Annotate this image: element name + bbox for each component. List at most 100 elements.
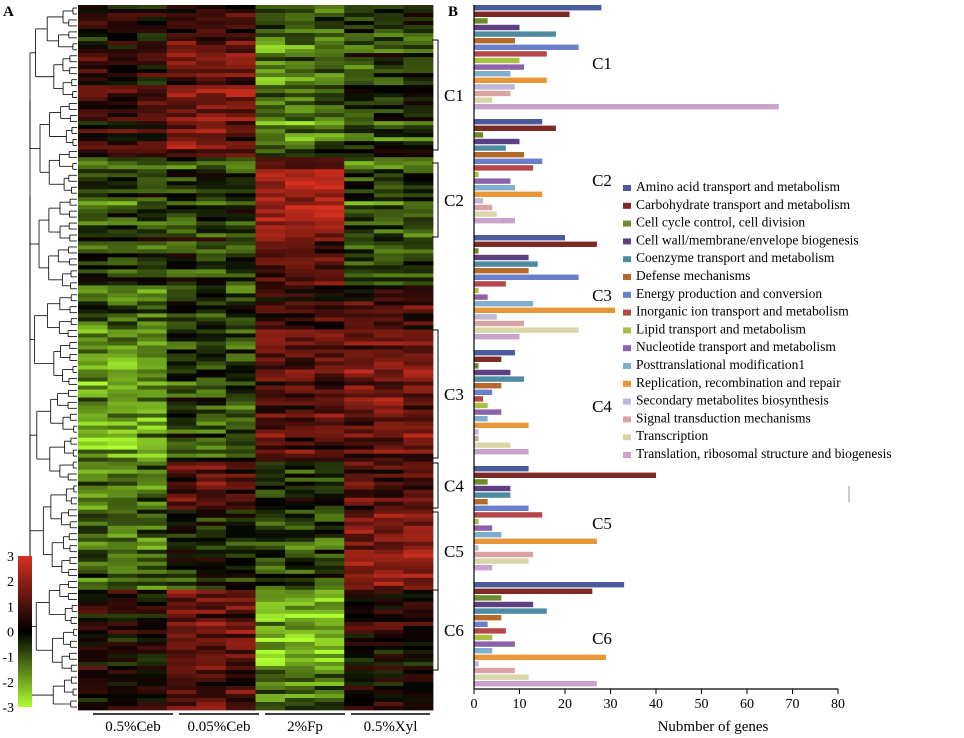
heatmap-cell: [403, 169, 434, 174]
heatmap-cell: [314, 505, 345, 511]
heatmap-cell: [314, 673, 345, 679]
heatmap-cell: [314, 189, 345, 194]
heatmap-cell: [403, 669, 434, 675]
heatmap-cell: [107, 701, 138, 707]
bar: [474, 77, 547, 83]
heatmap-cell: [78, 209, 108, 214]
heatmap-cell: [344, 581, 375, 587]
heatmap-cell: [344, 49, 375, 54]
heatmap-cell: [166, 669, 197, 675]
heatmap-cell: [373, 597, 404, 603]
heatmap-cell: [225, 281, 256, 286]
heatmap-cell: [196, 253, 227, 258]
heatmap-cell: [255, 45, 286, 50]
heatmap-cell: [107, 273, 138, 278]
heatmap-cell: [166, 89, 197, 94]
heatmap-cell: [137, 273, 168, 278]
heatmap-cell: [78, 121, 108, 126]
legend-swatch: [623, 380, 631, 387]
heatmap-cell: [225, 233, 256, 238]
heatmap-cell: [137, 293, 168, 298]
bar: [474, 601, 534, 608]
heatmap-cell: [225, 417, 256, 422]
heatmap-cell: [137, 413, 168, 418]
heatmap-cell: [285, 257, 316, 262]
heatmap-cell: [255, 545, 286, 551]
heatmap-cell: [255, 85, 286, 90]
heatmap-cell: [314, 29, 345, 34]
heatmap-cell: [78, 257, 108, 262]
heatmap-cell: [137, 665, 168, 671]
heatmap-cell: [107, 685, 138, 691]
heatmap-cell: [137, 497, 168, 503]
heatmap-cell: [373, 557, 404, 563]
bar: [474, 314, 497, 320]
bar: [474, 512, 543, 518]
heatmap-cell: [107, 61, 138, 66]
heatmap-cell: [225, 597, 256, 603]
heatmap-cell: [373, 189, 404, 194]
bar: [474, 198, 484, 204]
heatmap-cell: [255, 605, 286, 611]
heatmap-cell: [107, 633, 138, 639]
heatmap-cell: [225, 13, 256, 18]
heatmap-cell: [107, 29, 138, 34]
heatmap-cell: [107, 221, 138, 226]
heatmap-cell: [285, 341, 316, 346]
heatmap-cell: [166, 17, 197, 22]
heatmap-cell: [403, 101, 434, 106]
bar: [474, 472, 656, 478]
heatmap-cell: [403, 629, 434, 635]
heatmap-cell: [344, 313, 375, 318]
heatmap-cell: [285, 409, 316, 414]
heatmap-cell: [78, 637, 108, 643]
heatmap-cell: [285, 617, 316, 623]
heatmap-cell: [78, 553, 108, 559]
heatmap-cell: [285, 157, 316, 162]
heatmap-cell: [373, 145, 404, 150]
heatmap-cell: [285, 317, 316, 322]
legend-swatch: [623, 220, 631, 227]
heatmap-cell: [373, 469, 404, 475]
heatmap-cell: [196, 21, 227, 26]
heatmap-cell: [196, 381, 227, 386]
heatmap-cell: [255, 681, 286, 687]
bar: [474, 119, 543, 125]
heatmap-cell: [137, 441, 168, 447]
heatmap-cell: [285, 469, 316, 475]
bar: [474, 558, 529, 564]
heatmap-cell: [225, 17, 256, 22]
heatmap-cell: [78, 277, 108, 282]
heatmap-cell: [373, 397, 404, 402]
heatmap-cell: [344, 121, 375, 126]
heatmap-cell: [196, 189, 227, 194]
heatmap-cell: [255, 29, 286, 34]
heatmap-cell: [107, 697, 138, 703]
heatmap-cell: [225, 133, 256, 138]
heatmap-cell: [166, 705, 197, 711]
heatmap-cell: [314, 121, 345, 126]
heatmap-cell: [373, 413, 404, 418]
heatmap-cell: [314, 157, 345, 162]
heatmap-cell: [225, 533, 256, 539]
heatmap-cell: [137, 301, 168, 306]
heatmap-cell: [314, 461, 345, 467]
heatmap-cell: [403, 393, 434, 398]
heatmap-cell: [225, 545, 256, 551]
bar: [474, 274, 579, 280]
heatmap-cell: [403, 241, 434, 246]
heatmap-cell: [225, 633, 256, 639]
heatmap-cell: [78, 353, 108, 358]
heatmap-cell: [78, 377, 108, 382]
heatmap-cell: [344, 305, 375, 310]
heatmap-cell: [166, 381, 197, 386]
heatmap-cell: [403, 93, 434, 98]
heatmap-cell: [403, 309, 434, 314]
heatmap-cell: [107, 505, 138, 511]
heatmap-cell: [255, 609, 286, 615]
heatmap-cell: [344, 585, 375, 591]
heatmap-cell: [196, 669, 227, 675]
heatmap-cell: [403, 701, 434, 707]
heatmap-cell: [137, 97, 168, 102]
heatmap-cell: [166, 61, 197, 66]
